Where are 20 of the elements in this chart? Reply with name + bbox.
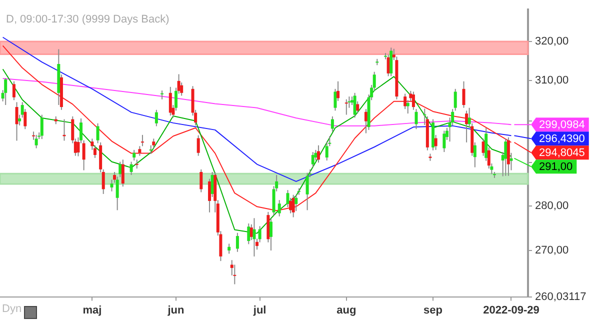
- x-tick-label: jun: [166, 304, 185, 316]
- x-tick-label: 2022-09-29: [483, 304, 540, 316]
- y-tick-label: 310,00: [535, 74, 569, 87]
- annotation: 294,8045: [539, 147, 585, 160]
- y-tick-label: 260,03117: [535, 290, 586, 303]
- y-tick-label: 280,00: [535, 200, 569, 212]
- x-tick-label: aug: [336, 304, 356, 316]
- x-tick-label: jul: [252, 304, 266, 316]
- chart-title: D, 09:00-17:30 (9999 Days Back): [6, 14, 170, 26]
- candlestick: [344, 99, 348, 115]
- candlestick: [160, 90, 164, 100]
- candlestick: [423, 108, 426, 125]
- y-tick-label: 320,00: [535, 36, 569, 48]
- x-tick-label: sep: [424, 304, 443, 316]
- annotation: 296,4390: [539, 133, 585, 146]
- y-tick-label: 270,00: [535, 244, 569, 257]
- annotation: 299,0984: [539, 119, 585, 132]
- annotation: 291,00: [539, 161, 573, 174]
- x-tick-label: maj: [82, 304, 102, 316]
- text: Dyn: [2, 302, 22, 315]
